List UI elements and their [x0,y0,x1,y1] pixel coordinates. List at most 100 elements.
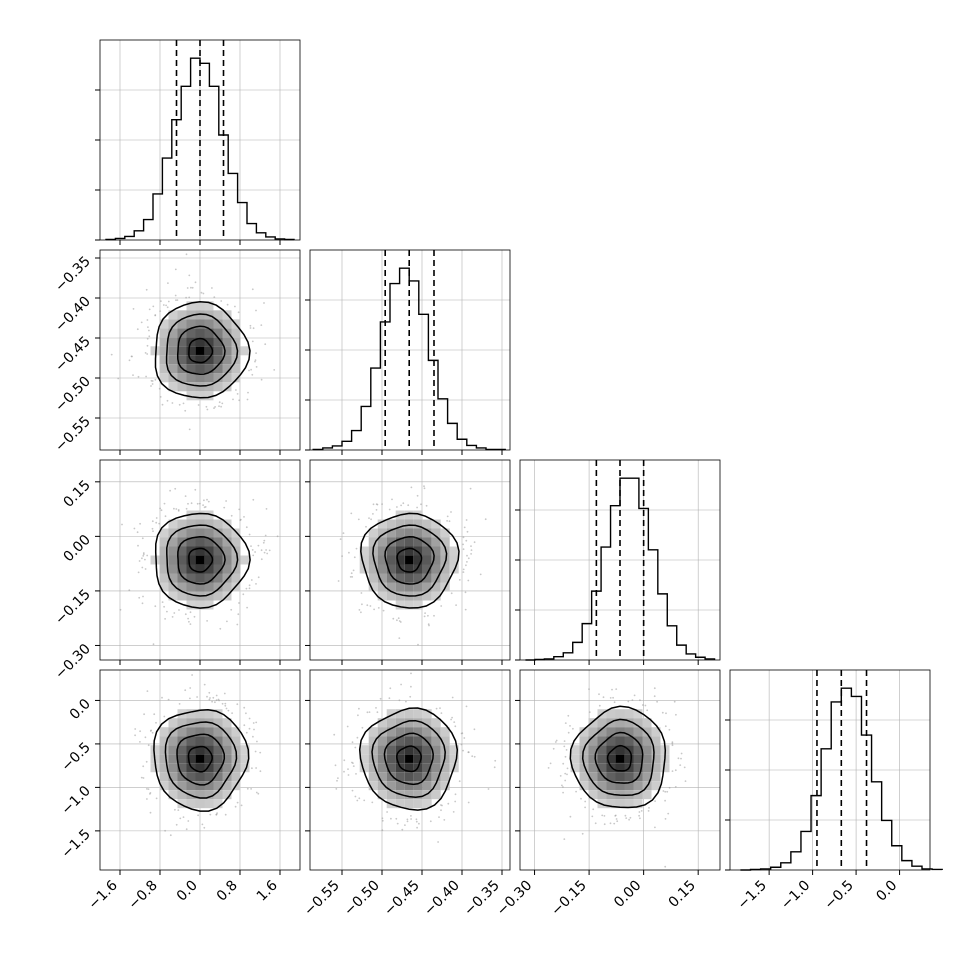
density-panel-r2-c1-scatter-point [160,300,162,302]
density-panel-r4-c3-density-cell [633,790,643,800]
density-panel-r4-c3-scatter-point [679,764,682,766]
density-panel-r3-c1-density-cell [186,519,196,529]
density-panel-r3-c1-density-cell [177,582,187,592]
density-panel-r4-c2-scatter-point [467,801,470,804]
density-panel-r3-c1-density-cell [186,555,196,565]
density-panel-r4-c3-density-cell [660,763,670,773]
density-panel-r3-c1-scatter-point [166,610,168,613]
density-panel-r3-c2-density-cell [368,537,378,547]
density-panel-r2-c1-scatter-point [171,402,174,404]
density-panel-r2-c1-density-cell [204,319,214,329]
density-panel-r4-c2-scatter-point [379,697,382,700]
density-panel-r3-c1-density-cell [204,510,214,520]
density-panel-r4-c3-scatter-point [566,773,568,776]
density-panel-r3-c1-scatter-point [137,571,140,574]
density-panel-r4-c3-scatter-point [564,755,567,758]
density-panel-r4-c3-scatter-point [562,762,565,765]
density-panel-r2-c1-density-cell [222,346,232,356]
hist-panel-3-frame [519,459,721,661]
density-panel-r4-c1-density-cell [222,754,232,764]
density-panel-r3-c2-density-cell [431,564,441,574]
density-panel-r4-c1-density-cell [195,781,205,791]
density-panel-r3-c2-scatter-point [368,517,370,519]
density-panel-r4-c1-scatter-point [217,698,220,701]
density-panel-r3-c1-scatter-point [152,530,154,533]
density-panel-r3-c2-scatter-point [462,568,465,571]
density-panel-r2-c1-scatter-point [205,405,208,408]
density-panel-r3-c1-scatter-point [178,609,180,611]
density-panel-r3-c1-scatter-point [141,537,144,540]
density-panel-r2-c1-scatter-point [150,385,152,387]
density-panel-r2-c1-scatter-point [246,398,249,401]
density-panel-r3-c2-density-cell [422,537,432,547]
density-panel-r3-c1-density-cell [213,546,223,556]
density-panel-r4-c1-density-cell [195,790,205,800]
density-panel-r3-c2-scatter-point [348,551,350,554]
density-panel-r4-c3-scatter-point [656,700,658,703]
density-panel-r3-c2-density-cell [395,519,405,529]
density-panel-r4-c3-density-cell [651,727,661,737]
y-tick-label: −1.5 [58,826,93,861]
density-panel-r4-c3-density-cell [633,745,643,755]
density-panel-r4-c1-density-cell [150,763,160,773]
density-panel-r3-c2-density-cell [422,528,432,538]
density-panel-r2-c1-density-cell [222,328,232,338]
density-panel-r4-c1-scatter-point [146,798,148,800]
density-panel-r4-c3-scatter-point [612,696,614,699]
y-tick-label: 0.15 [60,477,93,510]
density-panel-r4-c1-scatter-point [197,814,200,817]
density-panel-r3-c2-scatter-point [420,503,422,506]
density-panel-r4-c1-scatter-point [151,731,154,734]
density-panel-r4-c1-scatter-point [236,801,239,804]
density-panel-r4-c1-density-cell [213,763,223,773]
density-panel-r4-c3-scatter-point [677,757,680,760]
density-panel-r2-c1-scatter-point [226,303,229,306]
density-panel-r4-c1-density-cell [204,709,214,719]
density-panel-r2-c1-density-cell [159,373,169,383]
density-panel-r4-c3-scatter-point [674,769,677,772]
density-panel-r4-c3-density-cell [597,781,607,791]
density-panel-r4-c2-scatter-point [389,687,392,690]
density-panel-r4-c3-density-cell [597,727,607,737]
density-panel-r4-c2-density-cell [368,772,378,782]
density-panel-r4-c2-contour-4 [358,707,459,811]
density-panel-r4-c2-density-cell [395,727,405,737]
density-panel-r4-c2-density-cell [386,781,396,791]
density-panel-r4-c1-scatter-point [253,728,255,731]
density-panel-r4-c1-density-cell [186,709,196,719]
density-panel-r4-c2-scatter-point [452,811,455,813]
density-panel-r4-c1-scatter-point [140,776,143,779]
density-panel-r4-c3-scatter-point [624,814,627,817]
density-panel-r3-c2-density-cell [422,555,432,565]
density-panel-r3-c1-density-cell [231,564,241,574]
density-panel-r4-c2-density-cell [386,709,396,719]
density-panel-r2-c1-density-cell [159,346,169,356]
density-panel-r4-c3-density-cell [624,754,634,764]
density-panel-r2-c1-scatter-point [167,282,169,284]
density-panel-r4-c3-density-cell [615,727,625,737]
density-panel-r4-c2-density-cell [431,781,441,791]
density-panel-r3-c2-scatter-point [473,541,476,544]
density-panel-r4-c3-density-cell [642,736,652,746]
density-panel-r4-c2-scatter-point [343,759,346,762]
density-panel-r2-c1-density-cell [222,337,232,347]
density-panel-r2-c1-density-cell [159,319,169,329]
density-panel-r4-c3-density-cell [588,736,598,746]
density-panel-r2-c1-density-cell [195,355,205,365]
density-panel-r4-c2-scatter-point [335,788,338,790]
density-panel-r3-c2-scatter-point [462,536,465,539]
density-panel-r4-c2-scatter-point [415,820,418,823]
density-panel-r3-c2-density-cell [404,582,414,592]
density-panel-r4-c3-scatter-point [671,741,674,744]
density-panel-r2-c1-scatter-point [249,324,252,327]
density-panel-r4-c3-density-cell [606,772,616,782]
density-panel-r4-c3-density-cell [588,763,598,773]
density-panel-r4-c1-scatter-point [155,797,158,800]
density-panel-r3-c2-scatter-point [433,614,435,617]
density-panel-r4-c1-contour-3 [164,721,238,799]
density-panel-r2-c1-frame [99,249,301,451]
density-panel-r2-c1-scatter-point [166,399,169,402]
density-panel-r3-c2-density-cell [413,519,423,529]
density-panel-r3-c1-density-cell [168,564,178,574]
density-panel-r3-c2-density-cell [440,564,450,574]
